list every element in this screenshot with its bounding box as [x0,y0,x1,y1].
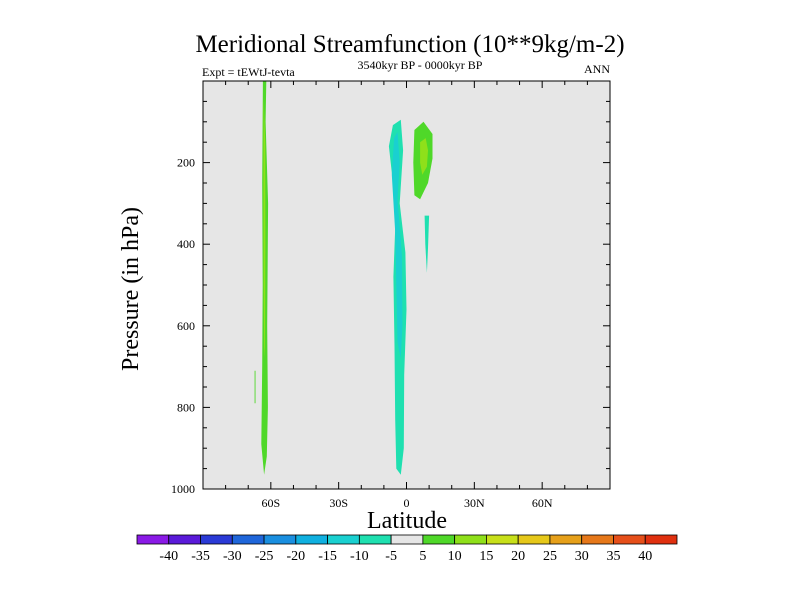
colorbar-label: -30 [223,549,242,564]
colorbar-swatch [486,534,519,545]
colorbar-label: -10 [350,549,369,564]
contour-equatorial-negative-core [391,132,403,359]
colorbar-swatch [422,534,456,545]
colorbar-swatch [549,534,583,545]
colorbar-swatch [644,534,678,545]
y-tick-label: 200 [177,156,195,170]
x-tick-label: 60S [261,496,280,510]
colorbar-swatch [517,534,551,545]
left-string: Expt = tEWtJ-tevta [202,65,295,79]
y-tick-label: 400 [177,237,195,251]
x-tick-label: 30N [464,496,485,510]
colorbar-label: 30 [575,549,589,564]
colorbar-label: 20 [511,549,525,564]
x-tick-label: 30S [329,496,348,510]
colorbar-label: 35 [606,549,620,564]
colorbar-swatch [390,534,424,545]
colorbar-label: -40 [159,549,178,564]
chart-title: Meridional Streamfunction (10**9kg/m-2) [195,31,624,58]
colorbar: -40 -35 -30 -25 -20 -15 -10 -5 5 10 15 20 25 30 35 40 [136,534,678,564]
colorbar-swatch [454,534,487,545]
colorbar-swatch [200,534,233,545]
colorbar-swatch [231,534,265,545]
contour-nh-negative-sliver [424,215,430,273]
colorbar-label: 10 [448,549,462,564]
colorbar-swatch [295,534,328,545]
x-axis-ticks: 60S 30S 0 30N 60N [261,81,553,510]
x-tick-label: 0 [404,496,410,510]
colorbar-label: -15 [318,549,337,564]
colorbar-swatch [263,534,297,545]
colorbar-swatch [358,534,392,545]
colorbar-label: -25 [255,549,274,564]
y-axis-label: Pressure (in hPa) [118,207,144,371]
center-string: 3540kyr BP - 0000kyr BP [358,58,483,72]
minor-ticks [203,81,610,489]
x-axis-label: Latitude [367,508,447,534]
contour-regions [254,81,433,475]
colorbar-swatch [327,534,360,545]
colorbar-label: 15 [479,549,493,564]
x-tick-label: 60N [532,496,553,510]
contour-sh-positive-core [263,97,266,359]
y-axis-ticks: 200 400 600 800 1000 [171,156,610,496]
colorbar-label: 5 [419,549,426,564]
colorbar-swatch [581,534,614,545]
y-tick-label: 1000 [171,482,195,496]
contour-nh-positive-core [420,138,428,175]
colorbar-swatch [168,534,201,545]
y-tick-label: 800 [177,400,195,414]
right-string: ANN [584,62,610,76]
colorbar-swatch [136,534,170,545]
contour-sh-small-positive [254,370,256,404]
y-tick-label: 600 [177,319,195,333]
colorbar-label: 25 [543,549,557,564]
colorbar-label: -35 [191,549,210,564]
colorbar-swatch [613,534,646,545]
plot-area [203,81,610,489]
colorbar-label: -5 [385,549,397,564]
colorbar-label: -20 [286,549,305,564]
colorbar-label: 40 [638,549,652,564]
